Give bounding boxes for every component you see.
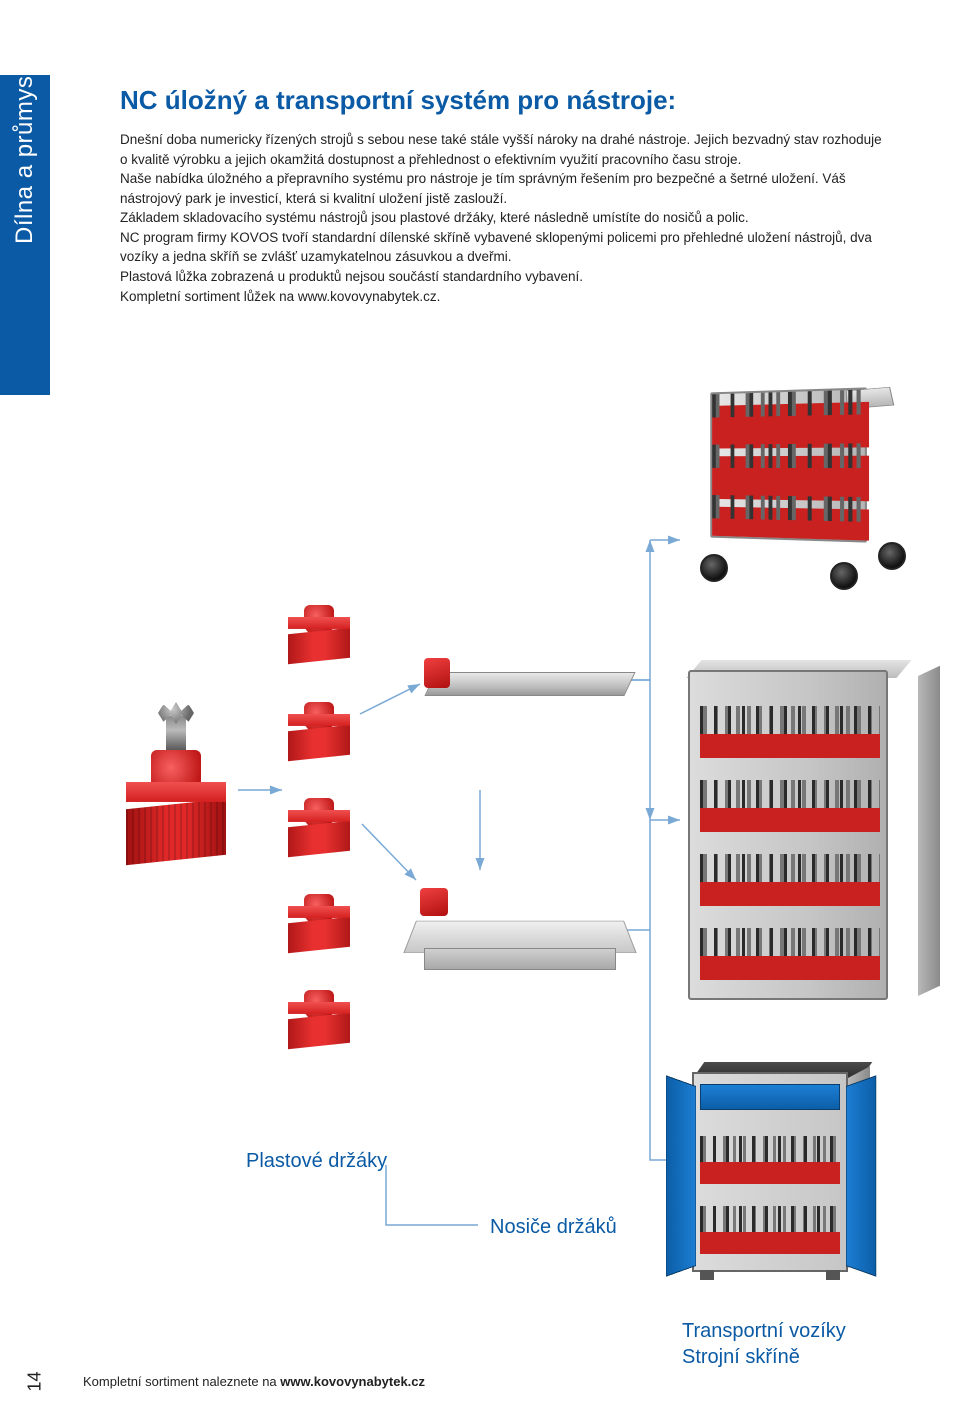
tool-holder-image — [288, 798, 350, 854]
holder-rail-image — [430, 658, 630, 696]
tool-holder-image — [288, 702, 350, 758]
article-body: Dnešní doba numericky řízených strojů s … — [120, 130, 890, 306]
section-name: Dílna a průmysl — [11, 70, 39, 244]
article-paragraph: Dnešní doba numericky řízených strojů s … — [120, 132, 882, 167]
footer-text: Kompletní sortiment naleznete na www.kov… — [83, 1374, 425, 1389]
blue-cabinet-image — [660, 1072, 910, 1292]
holder-tray-image — [410, 890, 630, 970]
article-paragraph: Plastová lůžka zobrazená u produktů nejs… — [120, 269, 583, 284]
tool-holder-image — [288, 894, 350, 950]
page-number: 14 — [25, 1371, 46, 1391]
label-holders: Plastové držáky — [246, 1150, 387, 1173]
label-carts-line1: Transportní vozíky — [682, 1320, 846, 1343]
label-carriers: Nosiče držáků — [490, 1216, 617, 1239]
article-paragraph: Kompletní sortiment lůžek na www.kovovyn… — [120, 289, 440, 304]
tool-holder-image — [288, 990, 350, 1046]
side-tab: Dílna a průmysl 14 — [0, 0, 50, 1427]
article-paragraph: NC program firmy KOVOS tvoří standardní … — [120, 230, 872, 265]
transport-cart-image — [680, 370, 910, 600]
article-title: NC úložný a transportní systém pro nástr… — [120, 85, 890, 116]
tool-holder-large-image — [126, 720, 226, 860]
article: NC úložný a transportní systém pro nástr… — [120, 85, 890, 306]
article-paragraph: Naše nabídka úložného a přepravního syst… — [120, 171, 846, 206]
article-paragraph: Základem skladovacího systému nástrojů j… — [120, 210, 749, 225]
footer-url: www.kovovynabytek.cz — [280, 1374, 425, 1389]
tool-holder-image — [288, 605, 350, 661]
diagram-area: Plastové držáky Nosiče držáků Transportn… — [60, 390, 940, 1290]
tool-cabinet-image — [688, 670, 918, 1010]
label-carts-line2: Strojní skříně — [682, 1346, 800, 1369]
footer-prefix: Kompletní sortiment naleznete na — [83, 1374, 280, 1389]
